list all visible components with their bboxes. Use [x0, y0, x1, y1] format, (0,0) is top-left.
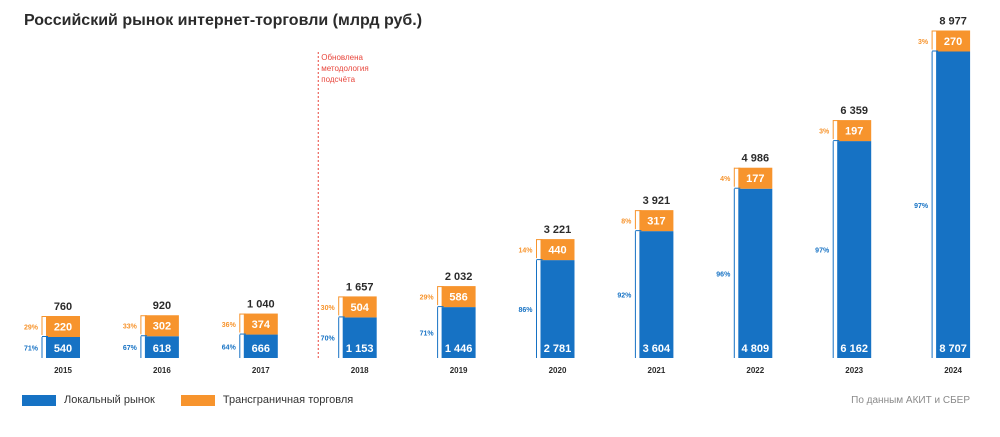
legend-swatch-local	[22, 394, 56, 406]
total-label-2022: 4 986	[742, 153, 770, 165]
annotation-line-3: подсчёта	[321, 75, 355, 84]
bar-crossborder-2015	[46, 316, 80, 337]
share-label-crossborder-2017: 36%	[222, 322, 237, 329]
x-tick-label-2019: 2019	[450, 366, 468, 375]
value-label-local-2017: 666	[252, 343, 270, 355]
value-label-crossborder-2018: 504	[351, 302, 370, 314]
share-label-crossborder-2016: 33%	[123, 324, 138, 331]
bar-crossborder-2022	[738, 167, 773, 189]
share-label-crossborder-2019: 29%	[420, 295, 435, 302]
share-label-local-2022: 96%	[716, 271, 731, 278]
bar-crossborder-2024	[936, 30, 971, 52]
bar-crossborder-2023	[837, 120, 872, 142]
x-tick-label-2024: 2024	[944, 366, 962, 375]
share-label-crossborder-2020: 14%	[518, 248, 533, 255]
value-label-local-2019: 1 446	[445, 343, 473, 355]
value-label-local-2024: 8 707	[939, 343, 967, 355]
share-label-local-2021: 92%	[617, 293, 632, 300]
total-label-2024: 8 977	[939, 16, 967, 28]
value-label-local-2020: 2 781	[544, 343, 572, 355]
value-label-crossborder-2024: 270	[944, 36, 962, 48]
value-label-crossborder-2023: 197	[845, 126, 863, 138]
share-label-crossborder-2018: 30%	[321, 305, 336, 312]
bar-crossborder-2021	[639, 210, 674, 232]
legend-label-crossborder: Трансграничная торговля	[222, 394, 354, 406]
x-tick-label-2021: 2021	[648, 366, 666, 375]
value-label-crossborder-2020: 440	[548, 245, 566, 257]
value-label-crossborder-2015: 220	[54, 322, 72, 334]
legend: Локальный рынок Трансграничная торговля	[22, 394, 379, 406]
value-label-local-2015: 540	[54, 343, 72, 355]
bar-crossborder-2018	[342, 296, 377, 318]
share-label-local-2019: 71%	[420, 331, 435, 338]
bar-local-2019	[441, 307, 476, 358]
total-label-2023: 6 359	[840, 105, 868, 117]
total-label-2021: 3 921	[643, 195, 671, 207]
x-tick-label-2016: 2016	[153, 366, 171, 375]
bar-local-2024	[936, 51, 971, 359]
annotation-line-1: Обновлена	[321, 53, 363, 62]
share-label-crossborder-2015: 29%	[24, 325, 39, 332]
share-label-local-2024: 97%	[914, 203, 929, 210]
value-label-crossborder-2022: 177	[746, 173, 764, 185]
bar-local-2023	[837, 141, 872, 358]
chart-title: Российский рынок интернет-торговли (млрд…	[24, 12, 423, 29]
legend-item-local: Локальный рынок	[22, 394, 155, 406]
x-tick-label-2015: 2015	[54, 366, 72, 375]
legend-label-local: Локальный рынок	[64, 394, 155, 406]
share-label-local-2023: 97%	[815, 248, 830, 255]
total-label-2016: 920	[153, 300, 171, 312]
source-note: По данным АКИТ и СБЕР	[851, 395, 970, 406]
share-label-local-2016: 67%	[123, 345, 138, 352]
bar-local-2016	[144, 336, 179, 358]
x-tick-label-2018: 2018	[351, 366, 369, 375]
share-label-local-2018: 70%	[321, 336, 336, 343]
bar-crossborder-2020	[540, 239, 575, 261]
total-label-2017: 1 040	[247, 299, 275, 311]
total-label-2020: 3 221	[544, 224, 572, 236]
value-label-crossborder-2019: 586	[449, 292, 467, 304]
bar-local-2021	[639, 231, 674, 358]
annotation-line-2: методология	[321, 64, 368, 73]
value-label-crossborder-2017: 374	[252, 319, 271, 331]
bar-local-2015	[46, 337, 80, 358]
value-label-local-2021: 3 604	[643, 343, 671, 355]
value-label-local-2018: 1 153	[346, 343, 374, 355]
value-label-local-2016: 618	[153, 343, 171, 355]
share-label-crossborder-2023: 3%	[819, 129, 830, 136]
x-tick-label-2022: 2022	[746, 366, 764, 375]
share-label-crossborder-2024: 3%	[918, 39, 929, 46]
share-label-crossborder-2022: 4%	[720, 176, 731, 183]
value-label-crossborder-2021: 317	[647, 216, 665, 228]
bar-local-2022	[738, 188, 773, 358]
legend-item-crossborder: Трансграничная торговля	[180, 394, 354, 406]
x-tick-label-2023: 2023	[845, 366, 863, 375]
total-label-2018: 1 657	[346, 281, 374, 293]
value-label-crossborder-2016: 302	[153, 321, 171, 333]
bar-local-2020	[540, 260, 575, 358]
bar-crossborder-2019	[441, 286, 476, 308]
share-label-local-2020: 86%	[518, 307, 533, 314]
share-label-local-2015: 71%	[24, 346, 39, 353]
bar-crossborder-2016	[144, 315, 179, 337]
total-label-2019: 2 032	[445, 271, 473, 283]
x-tick-label-2017: 2017	[252, 366, 270, 375]
value-label-local-2023: 6 162	[840, 343, 868, 355]
bar-local-2017	[243, 334, 278, 358]
x-tick-label-2020: 2020	[549, 366, 567, 375]
bar-crossborder-2017	[243, 313, 278, 335]
legend-swatch-crossborder	[180, 394, 215, 406]
share-label-crossborder-2021: 8%	[621, 219, 632, 226]
total-label-2015: 760	[54, 301, 72, 313]
value-label-local-2022: 4 809	[742, 343, 770, 355]
share-label-local-2017: 64%	[222, 344, 237, 351]
bar-local-2018	[342, 317, 377, 358]
